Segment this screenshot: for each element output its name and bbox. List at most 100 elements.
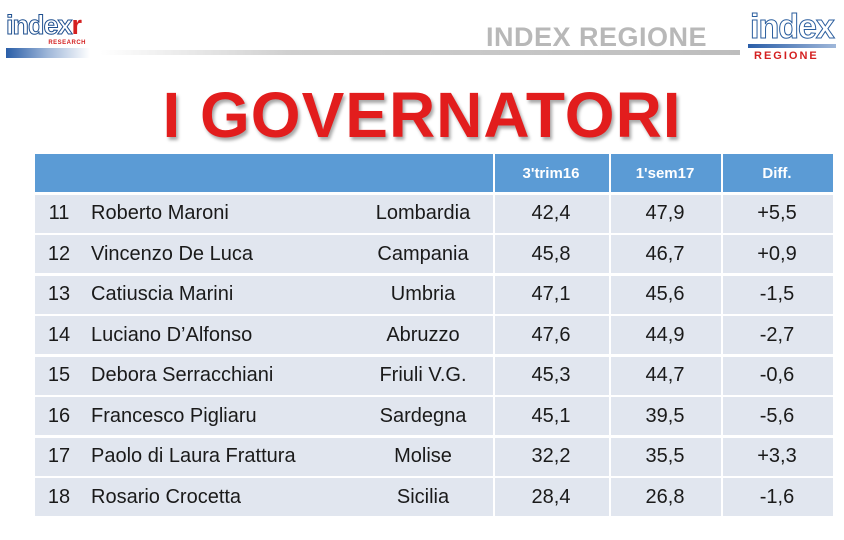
column-divider <box>721 275 723 314</box>
header-rank <box>35 154 83 192</box>
governor-name-cell: Roberto Maroni <box>91 202 229 224</box>
governor-name-cell: Francesco Pigliaru <box>91 404 257 427</box>
rank-cell: 17 <box>47 445 71 467</box>
column-divider <box>721 356 723 395</box>
q3-2016-cell: 42,4 <box>531 202 571 224</box>
diff-cell: -0,6 <box>759 364 795 386</box>
table-row: 18 Rosario Crocetta Sicilia 28,4 26,8 -1,6 <box>35 478 833 516</box>
logo-gradient-bar <box>6 48 90 58</box>
column-divider <box>721 437 723 476</box>
diff-cell: -5,6 <box>759 404 795 427</box>
column-divider <box>721 316 723 354</box>
s1-2017-cell: 26,8 <box>645 485 685 508</box>
table-row: 16 Francesco Pigliaru Sardegna 45,1 39,5 -5,6 <box>35 397 833 435</box>
region-cell: Sicilia <box>396 485 450 508</box>
diff-cell: +0,9 <box>757 242 797 265</box>
column-divider <box>721 154 723 192</box>
rank-cell: 16 <box>47 404 71 427</box>
region-cell: Lombardia <box>375 202 471 224</box>
column-divider <box>609 275 611 314</box>
logo-wordmark: indexr <box>6 10 82 41</box>
column-divider <box>721 194 723 233</box>
column-divider <box>609 194 611 233</box>
table-row: 14 Luciano D’Alfonso Abruzzo 47,6 44,9 -2,7 <box>35 316 833 354</box>
s1-2017-cell: 47,9 <box>645 202 685 224</box>
q3-2016-cell: 45,1 <box>531 404 571 427</box>
diff-cell: -1,5 <box>759 283 795 305</box>
region-cell: Sardegna <box>379 404 467 427</box>
column-divider <box>493 316 495 354</box>
s1-2017-cell: 35,5 <box>645 445 685 467</box>
column-divider <box>609 356 611 395</box>
header-region <box>353 154 493 192</box>
column-divider <box>609 316 611 354</box>
column-divider <box>493 154 495 192</box>
q3-2016-cell: 28,4 <box>531 485 571 508</box>
header-diff: Diff. <box>762 164 792 182</box>
region-cell: Campania <box>377 242 469 265</box>
diff-cell: +5,5 <box>757 202 797 224</box>
index-regione-logo: index REGIONE <box>748 6 838 64</box>
header-s1-2017: 1'sem17 <box>635 164 695 182</box>
logo-research-label: RESEARCH <box>48 40 86 46</box>
table-row: 13 Catiuscia Marini Umbria 47,1 45,6 -1,5 <box>35 275 833 314</box>
index-research-logo: indexr RESEARCH <box>6 6 90 60</box>
column-divider <box>493 275 495 314</box>
column-divider <box>609 397 611 435</box>
column-divider <box>493 194 495 233</box>
logo-word-accent: r <box>71 10 82 40</box>
logo-word-main: index <box>6 10 74 41</box>
header-name <box>91 154 361 192</box>
diff-cell: -2,7 <box>759 323 795 346</box>
logo-right-wordmark: index <box>750 8 836 47</box>
s1-2017-cell: 46,7 <box>645 242 685 265</box>
rank-cell: 13 <box>47 283 71 305</box>
logo-right-subtitle: REGIONE <box>754 50 819 62</box>
region-cell: Molise <box>394 445 452 467</box>
column-divider <box>493 478 495 516</box>
governor-name-cell: Debora Serracchiani <box>91 364 274 386</box>
header-divider <box>100 50 740 55</box>
rank-cell: 15 <box>47 364 71 386</box>
column-divider <box>609 437 611 476</box>
s1-2017-cell: 44,7 <box>645 364 685 386</box>
q3-2016-cell: 45,3 <box>531 364 571 386</box>
column-divider <box>721 397 723 435</box>
column-divider <box>493 235 495 273</box>
q3-2016-cell: 47,6 <box>531 323 571 346</box>
governor-name-cell: Paolo di Laura Frattura <box>91 445 296 467</box>
header-q3-2016: 3'trim16 <box>522 164 580 182</box>
q3-2016-cell: 47,1 <box>531 283 571 305</box>
page-title: I GOVERNATORI <box>162 79 682 151</box>
header-label: INDEX REGIONE <box>486 22 708 52</box>
column-divider <box>493 397 495 435</box>
column-divider <box>721 235 723 273</box>
q3-2016-cell: 32,2 <box>531 445 571 467</box>
column-divider <box>721 478 723 516</box>
s1-2017-cell: 44,9 <box>645 323 685 346</box>
governor-name-cell: Catiuscia Marini <box>91 283 234 305</box>
table-row: 11 Roberto Maroni Lombardia 42,4 47,9 +5,5 <box>35 194 833 233</box>
region-cell: Umbria <box>390 283 456 305</box>
column-divider <box>493 356 495 395</box>
table-row: 17 Paolo di Laura Frattura Molise 32,2 35,5 +… <box>35 437 833 476</box>
rank-cell: 12 <box>47 242 71 265</box>
column-divider <box>493 437 495 476</box>
column-divider <box>609 235 611 273</box>
s1-2017-cell: 45,6 <box>645 283 685 305</box>
q3-2016-cell: 45,8 <box>531 242 571 265</box>
region-cell: Abruzzo <box>386 323 460 346</box>
governors-table: 3'trim16 1'sem17 Diff. 11 Roberto Maroni L… <box>35 154 833 519</box>
rank-cell: 11 <box>48 202 70 224</box>
table-body: 11 Roberto Maroni Lombardia 42,4 47,9 +5,5 12 V… <box>35 194 833 516</box>
region-cell: Friuli V.G. <box>379 364 467 386</box>
governor-name-cell: Rosario Crocetta <box>91 485 242 508</box>
diff-cell: -1,6 <box>759 485 795 508</box>
table-row: 15 Debora Serracchiani Friuli V.G. 45,3 44,7… <box>35 356 833 395</box>
table-header-row: 3'trim16 1'sem17 Diff. <box>35 154 833 192</box>
table-row: 12 Vincenzo De Luca Campania 45,8 46,7 +0,9 <box>35 235 833 273</box>
rank-cell: 18 <box>47 485 71 508</box>
s1-2017-cell: 39,5 <box>645 404 685 427</box>
rank-cell: 14 <box>47 323 71 346</box>
governor-name-cell: Luciano D’Alfonso <box>91 323 253 346</box>
